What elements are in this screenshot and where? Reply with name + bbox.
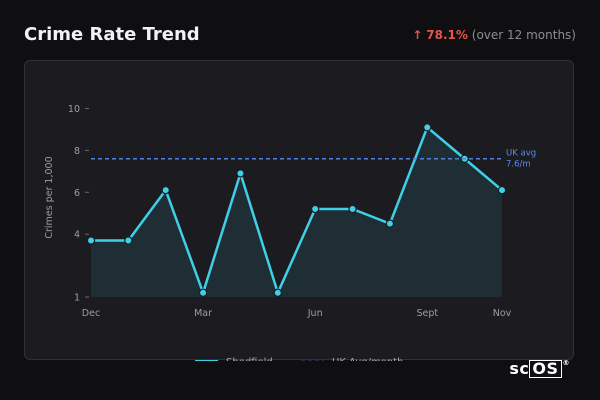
- legend[interactable]: Shedfield UK Avg/month: [195, 357, 403, 361]
- change-value: 78.1%: [426, 28, 468, 42]
- series-line: [91, 126, 503, 295]
- series-area: [91, 127, 502, 297]
- data-point: [348, 204, 357, 214]
- series-shedfield: [86, 123, 507, 298]
- chart-title: Crime Rate Trend: [24, 24, 200, 45]
- data-point: [423, 123, 432, 132]
- y-tick-label: 6: [74, 188, 80, 199]
- reference-label: UK avg: [506, 149, 536, 159]
- y-axis-title: Crimes per 1,000: [44, 156, 55, 238]
- change-arrow-icon: ↑: [412, 28, 423, 42]
- x-tick-label: Dec: [82, 308, 100, 319]
- x-tick-label: Nov: [493, 308, 512, 319]
- x-tick-label: Jun: [307, 308, 323, 319]
- data-point: [161, 185, 170, 195]
- data-point: [124, 236, 133, 245]
- x-tick-label: Sept: [416, 308, 438, 319]
- data-point: [310, 204, 320, 214]
- y-tick-label: 1: [74, 293, 80, 304]
- scos-logo: sc OS ®: [509, 359, 570, 378]
- change-note: (over 12 months): [471, 28, 576, 42]
- data-point: [273, 288, 283, 298]
- y-tick-label: 8: [74, 146, 80, 157]
- data-point: [385, 219, 395, 228]
- change-summary: ↑ 78.1% (over 12 months): [412, 28, 576, 42]
- y-axis: 1 4 6 8 10: [68, 104, 89, 304]
- data-point: [497, 185, 507, 195]
- legend-label-uk-avg: UK Avg/month: [332, 357, 403, 361]
- reference-value-label: 7.6/m: [506, 160, 531, 170]
- data-point: [236, 169, 245, 178]
- y-tick-label: 10: [68, 104, 80, 115]
- y-tick-label: 4: [74, 230, 80, 241]
- x-tick-label: Mar: [194, 308, 212, 319]
- line-chart: 1 4 6 8 10 Dec Mar Jun Sept Nov Crimes per 1,000…: [44, 104, 536, 361]
- data-point: [198, 288, 208, 298]
- legend-label-shedfield: Shedfield: [226, 357, 273, 361]
- data-point: [86, 236, 96, 245]
- x-axis: Dec Mar Jun Sept Nov: [82, 308, 512, 319]
- chart-card: 1 4 6 8 10 Dec Mar Jun Sept Nov Crimes per 1,000…: [24, 60, 574, 361]
